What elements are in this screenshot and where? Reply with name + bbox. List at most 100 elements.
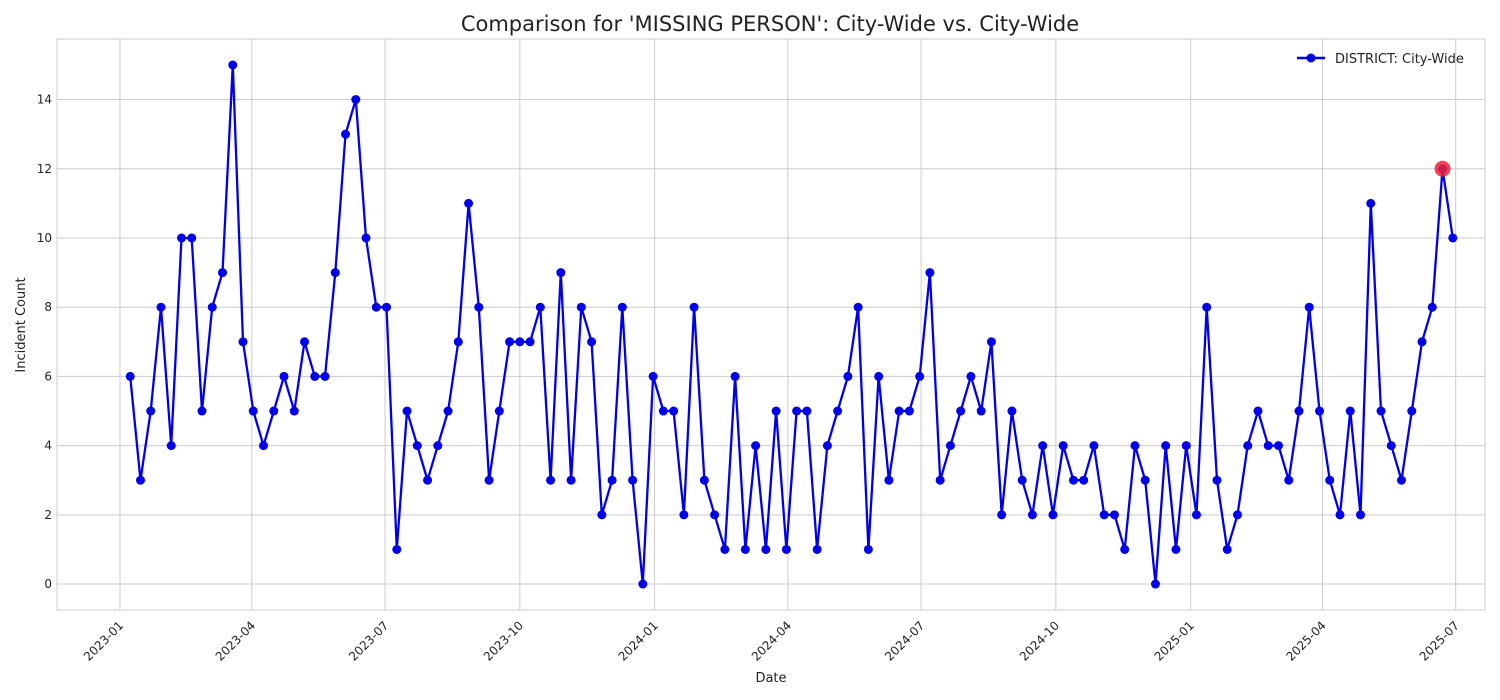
data-point <box>1222 544 1232 554</box>
data-point <box>382 302 392 312</box>
data-point <box>720 544 730 554</box>
data-point <box>863 544 873 554</box>
y-gridlines <box>57 99 1485 585</box>
data-point <box>1079 475 1089 485</box>
data-point <box>761 544 771 554</box>
data-point <box>617 302 627 312</box>
series-layer <box>125 60 1458 589</box>
data-point <box>740 544 750 554</box>
data-point <box>1007 406 1017 416</box>
data-point <box>289 406 299 416</box>
data-point <box>648 371 658 381</box>
x-tick-label: 2023-07 <box>346 618 391 663</box>
chart-title: Comparison for 'MISSING PERSON': City-Wi… <box>461 12 1079 36</box>
data-point <box>1099 510 1109 520</box>
data-point <box>156 302 166 312</box>
y-tick-label: 12 <box>37 162 52 176</box>
data-point <box>956 406 966 416</box>
data-point <box>658 406 668 416</box>
data-point <box>1161 441 1171 451</box>
data-point <box>535 302 545 312</box>
data-point <box>1017 475 1027 485</box>
x-tick-label: 2025-04 <box>1283 618 1328 663</box>
data-point <box>679 510 689 520</box>
data-point <box>843 371 853 381</box>
highlight-point <box>1434 160 1451 177</box>
data-point <box>833 406 843 416</box>
data-point <box>1273 441 1283 451</box>
data-point <box>1356 510 1366 520</box>
data-point <box>341 129 351 139</box>
data-point <box>494 406 504 416</box>
data-point <box>1027 510 1037 520</box>
data-point <box>464 198 474 208</box>
legend-entry-label: DISTRICT: City-Wide <box>1335 52 1464 67</box>
data-point <box>1448 233 1458 243</box>
data-point <box>1058 441 1068 451</box>
data-point <box>1212 475 1222 485</box>
data-point <box>392 544 402 554</box>
x-tick-label: 2025-01 <box>1152 618 1197 663</box>
x-tick-label: 2023-10 <box>481 618 526 663</box>
data-point <box>1181 441 1191 451</box>
data-point <box>730 371 740 381</box>
data-point <box>1232 510 1242 520</box>
y-tick-labels: 0 2 4 6 8 10 12 14 <box>37 93 52 591</box>
data-point <box>1109 510 1119 520</box>
data-point <box>505 337 515 347</box>
data-point <box>1284 475 1294 485</box>
data-point <box>474 302 484 312</box>
data-point <box>1140 475 1150 485</box>
data-point <box>1335 510 1345 520</box>
x-axis-label: Date <box>755 671 786 686</box>
y-tick-label: 2 <box>44 508 52 522</box>
data-point <box>1325 475 1335 485</box>
y-tick-label: 4 <box>44 439 52 453</box>
data-point <box>802 406 812 416</box>
y-tick-label: 14 <box>37 93 52 107</box>
x-tick-label: 2024-04 <box>749 618 794 663</box>
data-point <box>894 406 904 416</box>
data-point <box>1150 579 1160 589</box>
data-point <box>1038 441 1048 451</box>
data-point <box>515 337 525 347</box>
data-point <box>197 406 207 416</box>
data-point <box>976 406 986 416</box>
x-tick-label: 2023-04 <box>213 618 258 663</box>
data-point <box>443 406 453 416</box>
data-point <box>279 371 289 381</box>
data-point <box>1089 441 1099 451</box>
data-point <box>1171 544 1181 554</box>
data-point <box>402 406 412 416</box>
series-line <box>129 63 1454 586</box>
data-point <box>884 475 894 485</box>
data-point <box>607 475 617 485</box>
legend: DISTRICT: City-Wide <box>1297 52 1464 67</box>
data-point <box>187 233 197 243</box>
data-point <box>1366 198 1376 208</box>
legend-point-marker <box>1306 53 1316 63</box>
data-point <box>1048 510 1058 520</box>
data-point <box>597 510 607 520</box>
x-tick-label: 2024-07 <box>882 618 927 663</box>
data-point <box>1263 441 1273 451</box>
data-point <box>361 233 371 243</box>
data-point <box>453 337 463 347</box>
data-point <box>433 441 443 451</box>
data-point <box>771 406 781 416</box>
data-point <box>1304 302 1314 312</box>
data-point <box>320 371 330 381</box>
data-point <box>166 441 176 451</box>
data-point <box>997 510 1007 520</box>
data-point <box>792 406 802 416</box>
data-point <box>1068 475 1078 485</box>
y-tick-label: 0 <box>44 577 52 591</box>
x-tick-label: 2024-01 <box>616 618 661 663</box>
data-point <box>176 233 186 243</box>
data-point <box>1294 406 1304 416</box>
data-point <box>525 337 535 347</box>
data-point <box>669 406 679 416</box>
data-point <box>853 302 863 312</box>
data-point <box>566 475 576 485</box>
data-point <box>874 371 884 381</box>
